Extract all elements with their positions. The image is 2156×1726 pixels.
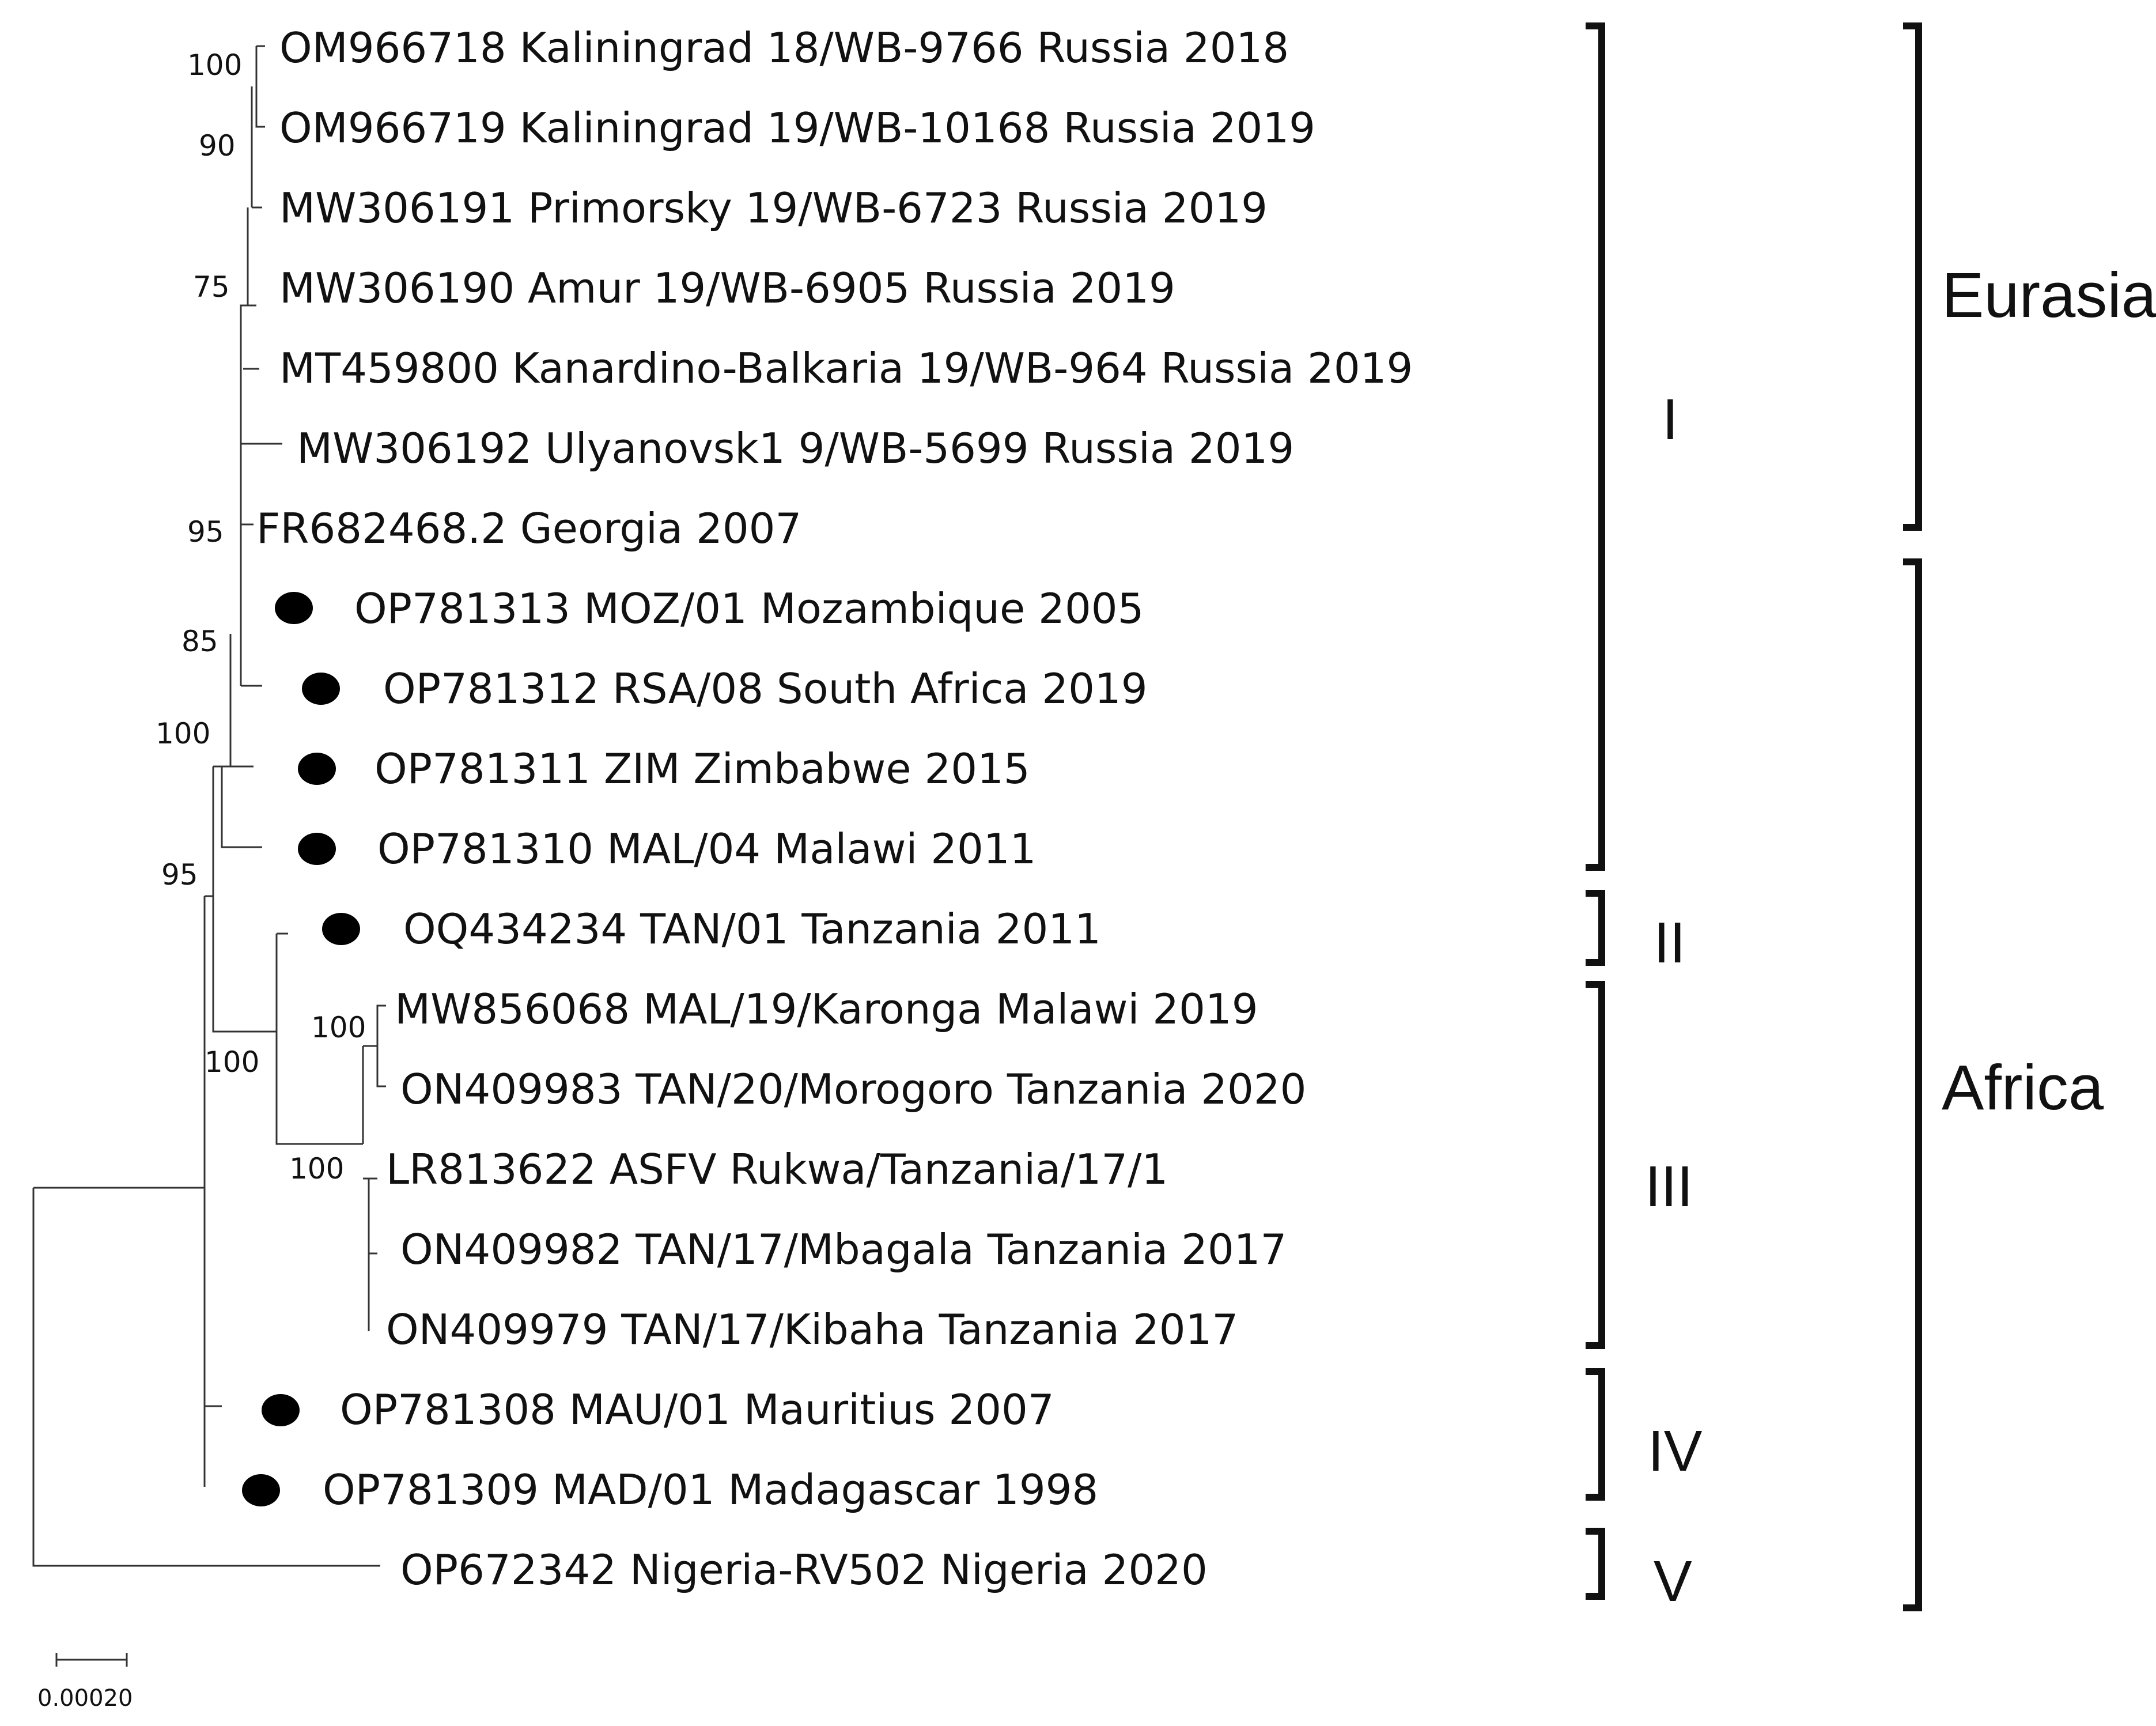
bracket-clade-IV [1586,1368,1605,1501]
taxon-label: OP781309 MAD/01 Madagascar 1998 [323,1466,1098,1514]
taxon-label: OP672342 Nigeria-RV502 Nigeria 2020 [400,1546,1208,1594]
taxon-labels: OM966718 Kaliningrad 18/WB-9766 Russia 2… [256,24,1413,1594]
taxon-label: MW856068 MAL/19/Karonga Malawi 2019 [395,985,1258,1033]
node-85 [229,634,254,768]
scale-bar: 0.00020 [37,1653,133,1712]
taxon-label: OP781313 MOZ/01 Mozambique 2005 [354,584,1144,633]
region-labels: Eurasia Africa [1942,260,2156,1123]
bootstrap-value: 100 [187,48,242,82]
node-100-III-lower [363,1177,370,1331]
region-label-eurasia: Eurasia [1942,260,2156,331]
bootstrap-value: 100 [156,717,210,750]
bracket-clade-II [1586,890,1605,966]
bracket-region-africa [1903,558,1922,1611]
tree-branches [32,45,386,1567]
bootstrap-values: 100 90 75 95 85 100 95 100 100 100 [156,48,366,1185]
branch-kaliningrad-19 [255,45,265,128]
clade-label-IV: IV [1648,1419,1703,1483]
node-100-genotype-I [221,766,262,848]
clade-labels: I II III IV V [1645,387,1703,1614]
taxon-label: ON409982 TAN/17/Mbagala Tanzania 2017 [400,1225,1287,1274]
taxon-label: OP781308 MAU/01 Mauritius 2007 [340,1385,1054,1434]
region-label-africa: Africa [1942,1052,2104,1123]
clade-label-III: III [1645,1154,1693,1219]
scale-bar-line [55,1653,128,1667]
taxon-label: ON409979 TAN/17/Kibaha Tanzania 2017 [386,1305,1238,1354]
taxon-label: ON409983 TAN/20/Morogoro Tanzania 2020 [400,1065,1306,1113]
bracket-region-eurasia [1903,22,1922,531]
clade-label-I: I [1662,387,1678,452]
taxon-label: LR813622 ASFV Rukwa/Tanzania/17/1 [386,1145,1168,1194]
node-95-stem [205,766,214,897]
taxon-label: OM966718 Kaliningrad 18/WB-9766 Russia 2… [279,24,1289,72]
taxon-label: MW306190 Amur 19/WB-6905 Russia 2019 [279,264,1175,312]
clade-label-V: V [1654,1549,1692,1614]
taxon-label: OQ434234 TAN/01 Tanzania 2011 [403,905,1101,953]
taxon-label: MW306191 Primorsky 19/WB-6723 Russia 201… [279,184,1268,232]
node-100-karonga [363,1004,386,1087]
bracket-clade-III [1586,981,1605,1349]
sample-marker-dot [298,753,336,785]
taxon-label: OP781311 ZIM Zimbabwe 2015 [375,745,1030,793]
bootstrap-value: 75 [193,270,230,304]
taxon-label: OP781310 MAL/04 Malawi 2011 [377,825,1036,873]
sample-marker-dot [275,592,313,624]
bootstrap-value: 90 [199,129,236,163]
root-branch [32,1188,380,1567]
bootstrap-value: 100 [205,1045,259,1079]
sample-marker-dot [302,673,340,705]
bracket-clade-I [1586,22,1605,871]
sample-marker-dot [242,1474,280,1506]
taxon-label: MT459800 Kanardino-Balkaria 19/WB-964 Ru… [279,344,1413,392]
node-100-II-III [275,934,363,1145]
taxon-label: MW306192 Ulyanovsk1 9/WB-5699 Russia 201… [297,424,1294,473]
clade-label-II: II [1654,911,1686,975]
sample-marker-dot [298,833,336,865]
node-95-lower [212,896,277,1033]
bracket-clade-V [1586,1528,1605,1600]
node-75 [240,304,248,444]
bootstrap-value: 95 [187,515,224,549]
sample-marker-dot [322,913,360,945]
clade-brackets [1586,22,1922,1611]
bootstrap-value: 85 [181,625,218,658]
taxon-label: OP781312 RSA/08 South Africa 2019 [383,664,1148,713]
taxon-label: OM966719 Kaliningrad 19/WB-10168 Russia … [279,104,1315,152]
taxon-label: FR682468.2 Georgia 2007 [256,504,801,553]
scale-bar-label: 0.00020 [37,1685,133,1712]
bootstrap-value: 95 [161,858,198,892]
bootstrap-value: 100 [289,1152,344,1185]
sample-markers [242,592,360,1506]
node-90 [247,207,256,307]
bootstrap-value: 100 [311,1011,366,1044]
sample-marker-dot [262,1394,300,1426]
